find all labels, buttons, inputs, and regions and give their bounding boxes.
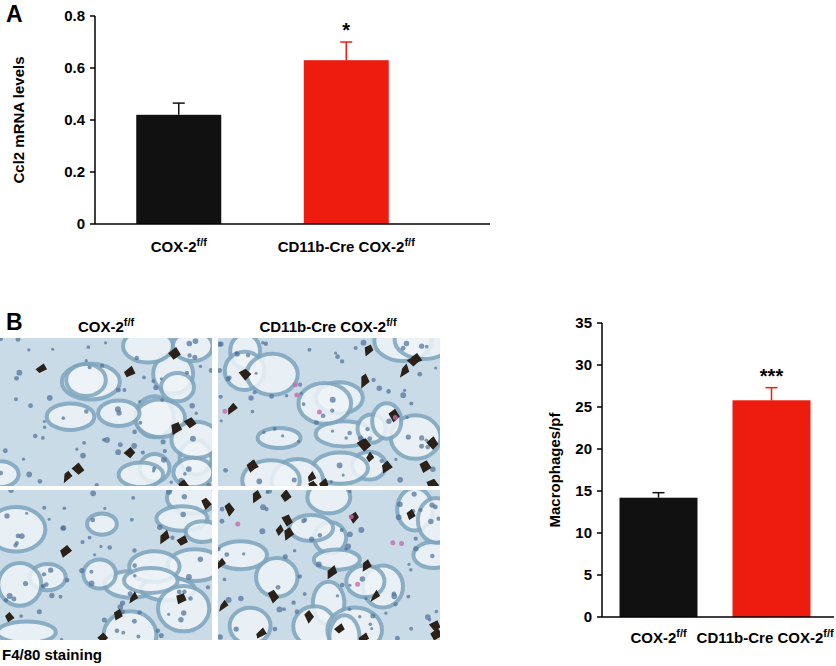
micrograph (218, 490, 440, 640)
bar (620, 498, 698, 617)
x-axis (602, 616, 834, 618)
error-bar (653, 493, 665, 498)
y-axis-label: Macrophages/pf (546, 411, 563, 527)
bar-chart: B *** 0 5 10 15 20 25 30 35 Macrophages/pf COX-2f/f… (6, 309, 834, 646)
marks (620, 388, 811, 617)
tick-label: 0.6 (64, 59, 85, 76)
tick (597, 364, 602, 366)
category-label: CD11b-Cre COX-2f/f (278, 236, 415, 255)
significance: * (342, 19, 350, 41)
tick (597, 532, 602, 534)
micrograph (0, 338, 212, 486)
significance: *** (760, 365, 784, 387)
tick (597, 490, 602, 492)
category-label: COX-2f/f (151, 236, 208, 255)
column-label: CD11b-Cre COX-2f/f (259, 316, 396, 335)
tick (597, 448, 602, 450)
error-bar (173, 103, 185, 115)
category-label: CD11b-Cre COX-2f/f (697, 627, 834, 646)
tick (597, 406, 602, 408)
caption: F4/80 staining (2, 646, 102, 663)
tick-label: 0.8 (64, 7, 85, 24)
tick-label: 20 (575, 440, 592, 457)
bar (136, 115, 221, 224)
figure: A*00.20.40.60.8Ccl2 mRNA levelsCOX-2f/fC… (0, 0, 836, 666)
tick-label: 10 (575, 524, 592, 541)
micrographs: COX-2f/f CD11b-Cre COX-2f/f F4/80 staining (0, 316, 454, 663)
tick (90, 223, 95, 225)
bar (304, 60, 389, 224)
tick (597, 322, 602, 324)
tick-label: 30 (575, 356, 592, 373)
tick-label: 0.2 (64, 163, 85, 180)
tick-label: 15 (575, 482, 592, 499)
bar-chart: A * 0 0.2 0.4 0.6 0.8 Ccl2 mRNA levels COX-2f/f C… (6, 1, 490, 255)
panel-label: B (6, 309, 23, 335)
micrograph (0, 490, 212, 640)
tick (90, 15, 95, 17)
tick-label: 25 (575, 398, 592, 415)
tick-label: 0 (77, 215, 85, 232)
tick (90, 119, 95, 121)
y-axis-label: Ccl2 mRNA levels (10, 56, 27, 183)
tick-label: 0 (584, 608, 592, 625)
micrograph (218, 338, 440, 486)
tick (90, 67, 95, 69)
tick-label: 5 (584, 566, 592, 583)
error-bar (340, 42, 352, 60)
x-axis (95, 223, 490, 225)
bar (733, 400, 811, 617)
tick-label: 35 (575, 314, 592, 331)
marks (136, 42, 389, 224)
tick-label: 0.4 (64, 111, 86, 128)
tick (597, 574, 602, 576)
y-axis (601, 323, 603, 617)
panel-label: A (6, 1, 23, 27)
column-label: COX-2f/f (78, 316, 135, 335)
category-label: COX-2f/f (630, 627, 687, 646)
tick (90, 171, 95, 173)
error-bar (766, 388, 778, 401)
tick (597, 616, 602, 618)
